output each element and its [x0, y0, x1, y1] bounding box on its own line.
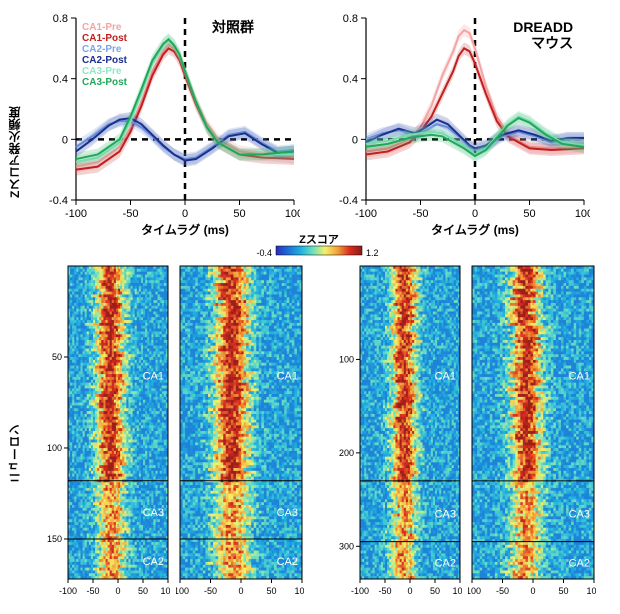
top-row: Zスコア発火頻度 -0.4 0 0.4 0.8 -100 -50 0 50 100 タイムラグ (… [0, 8, 620, 240]
svg-text:100: 100 [575, 208, 590, 220]
colorbar: Zスコア -0.4 1.2 [254, 234, 384, 262]
heatmap-right-b: CA1CA3CA2-100-50050100 [468, 264, 596, 597]
svg-text:-50: -50 [123, 208, 139, 220]
bottom-row: ニューロン CA1CA3CA2-100-5005010050100150 CA1… [0, 264, 620, 604]
svg-text:50: 50 [233, 208, 245, 220]
yaxis-label-neuron: ニューロン [6, 384, 23, 484]
svg-text:CA2-Pre: CA2-Pre [82, 44, 122, 55]
line-chart-left: -0.4 0 0.4 0.8 -100 -50 0 50 100 タイムラグ (ms) 対照群 CA1… [42, 8, 300, 240]
heatmap-left-b: CA1CA3CA2-100-50050100 [176, 264, 304, 597]
svg-text:CA3-Post: CA3-Post [82, 77, 128, 88]
svg-text:CA1-Pre: CA1-Pre [82, 22, 122, 33]
svg-text:タイムラグ (ms): タイムラグ (ms) [431, 222, 519, 237]
svg-text:0.8: 0.8 [53, 13, 68, 25]
svg-text:DREADD: DREADD [513, 19, 573, 35]
svg-text:対照群: 対照群 [211, 19, 254, 35]
line-chart-right: -0.4 0 0.4 0.8 -100 -50 0 50 100 タイムラグ (ms) DREADD… [332, 8, 590, 240]
svg-text:-50: -50 [413, 208, 429, 220]
heatmap-right-a: CA1CA3CA2-100-50050100100200300 [334, 264, 462, 597]
svg-text:-0.4: -0.4 [256, 248, 272, 258]
svg-text:0: 0 [62, 134, 68, 146]
svg-text:-100: -100 [355, 208, 377, 220]
svg-text:-100: -100 [65, 208, 87, 220]
svg-text:タイムラグ (ms): タイムラグ (ms) [141, 222, 229, 237]
svg-text:0.8: 0.8 [343, 13, 358, 25]
svg-text:50: 50 [523, 208, 535, 220]
svg-text:0.4: 0.4 [53, 74, 68, 86]
svg-text:0.4: 0.4 [343, 74, 358, 86]
svg-text:Zスコア: Zスコア [299, 234, 339, 246]
svg-text:-0.4: -0.4 [49, 195, 68, 207]
svg-text:CA2-Post: CA2-Post [82, 55, 128, 66]
figure-root: Zスコア発火頻度 -0.4 0 0.4 0.8 -100 -50 0 50 100 タイムラグ (… [0, 0, 620, 614]
svg-text:マウス: マウス [531, 35, 573, 51]
yaxis-label-left: Zスコア発火頻度 [6, 58, 23, 198]
svg-text:0: 0 [182, 208, 188, 220]
svg-text:0: 0 [352, 134, 358, 146]
svg-text:-0.4: -0.4 [339, 195, 358, 207]
svg-text:CA1-Post: CA1-Post [82, 33, 128, 44]
svg-text:1.2: 1.2 [366, 248, 379, 258]
svg-text:100: 100 [285, 208, 300, 220]
svg-text:CA3-Pre: CA3-Pre [82, 66, 122, 77]
heatmap-left-a: CA1CA3CA2-100-5005010050100150 [42, 264, 170, 597]
svg-text:0: 0 [472, 208, 478, 220]
